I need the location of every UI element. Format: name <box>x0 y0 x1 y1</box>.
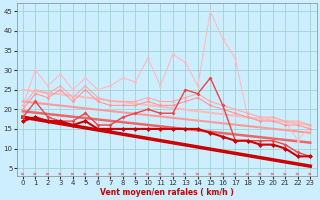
X-axis label: Vent moyen/en rafales ( km/h ): Vent moyen/en rafales ( km/h ) <box>100 188 234 197</box>
